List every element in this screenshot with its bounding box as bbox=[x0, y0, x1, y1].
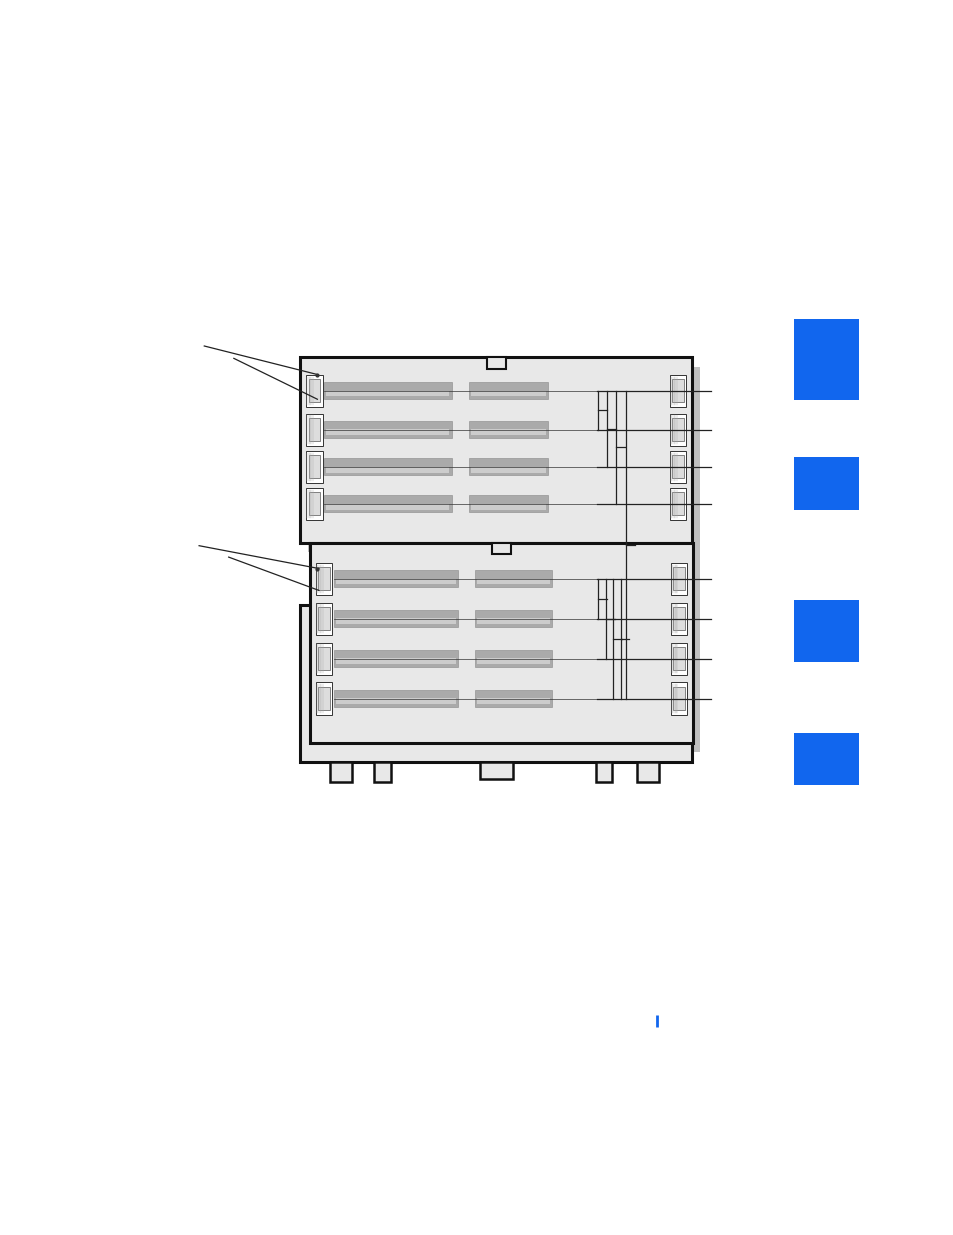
Bar bbox=[793, 320, 858, 400]
Bar bbox=[487, 357, 505, 369]
Bar bbox=[670, 642, 686, 674]
Bar bbox=[475, 650, 551, 667]
Bar bbox=[324, 458, 451, 475]
Bar bbox=[492, 543, 510, 555]
Bar bbox=[672, 419, 683, 441]
Bar bbox=[669, 451, 685, 483]
Bar bbox=[334, 610, 457, 627]
Bar bbox=[326, 504, 449, 510]
Bar bbox=[326, 467, 449, 473]
Bar bbox=[475, 690, 551, 708]
Bar bbox=[335, 698, 456, 704]
Bar bbox=[326, 430, 449, 436]
Bar bbox=[596, 762, 612, 783]
Bar bbox=[670, 603, 686, 635]
Bar bbox=[308, 379, 320, 403]
Bar bbox=[308, 456, 320, 478]
Bar bbox=[330, 762, 352, 783]
Bar bbox=[793, 457, 858, 510]
Bar bbox=[306, 414, 322, 446]
Bar bbox=[672, 456, 683, 478]
Bar bbox=[672, 608, 684, 630]
Bar bbox=[306, 488, 322, 520]
Bar bbox=[317, 687, 330, 710]
Bar bbox=[672, 687, 684, 710]
Bar bbox=[324, 495, 451, 513]
Bar bbox=[475, 610, 551, 627]
Bar bbox=[317, 567, 330, 590]
Bar bbox=[335, 658, 456, 664]
Bar bbox=[637, 762, 659, 783]
Bar bbox=[669, 374, 685, 408]
Bar bbox=[315, 603, 332, 635]
Bar bbox=[335, 578, 456, 584]
Bar bbox=[334, 650, 457, 667]
Bar bbox=[476, 619, 549, 625]
Bar bbox=[468, 382, 547, 399]
Bar bbox=[326, 390, 449, 396]
Bar bbox=[672, 379, 683, 403]
Bar bbox=[475, 571, 551, 588]
Bar bbox=[315, 563, 332, 595]
Bar bbox=[468, 495, 547, 513]
Bar bbox=[335, 619, 456, 625]
Bar bbox=[672, 647, 684, 671]
Bar bbox=[468, 421, 547, 438]
Bar bbox=[300, 605, 692, 762]
Bar bbox=[324, 421, 451, 438]
Bar bbox=[476, 658, 549, 664]
Bar bbox=[317, 647, 330, 671]
Bar bbox=[306, 451, 322, 483]
Bar bbox=[315, 642, 332, 674]
Bar bbox=[672, 567, 684, 590]
Bar bbox=[308, 493, 320, 515]
Bar bbox=[476, 698, 549, 704]
Bar bbox=[310, 543, 692, 742]
Bar bbox=[306, 374, 322, 408]
Bar bbox=[793, 734, 858, 785]
Bar bbox=[793, 600, 858, 662]
Bar bbox=[670, 563, 686, 595]
Bar bbox=[479, 762, 512, 779]
Bar bbox=[672, 493, 683, 515]
Bar bbox=[471, 504, 545, 510]
Bar bbox=[669, 488, 685, 520]
Bar bbox=[300, 357, 692, 543]
Bar bbox=[476, 578, 549, 584]
Bar bbox=[315, 683, 332, 715]
Bar bbox=[471, 390, 545, 396]
Bar bbox=[308, 367, 699, 552]
Bar bbox=[334, 690, 457, 708]
Bar bbox=[317, 552, 700, 752]
Bar bbox=[468, 458, 547, 475]
Bar bbox=[471, 467, 545, 473]
Bar bbox=[471, 430, 545, 436]
Bar bbox=[334, 571, 457, 588]
Bar bbox=[324, 382, 451, 399]
Bar bbox=[669, 414, 685, 446]
Bar bbox=[374, 762, 390, 783]
Bar bbox=[317, 608, 330, 630]
Bar bbox=[308, 419, 320, 441]
Bar bbox=[670, 683, 686, 715]
